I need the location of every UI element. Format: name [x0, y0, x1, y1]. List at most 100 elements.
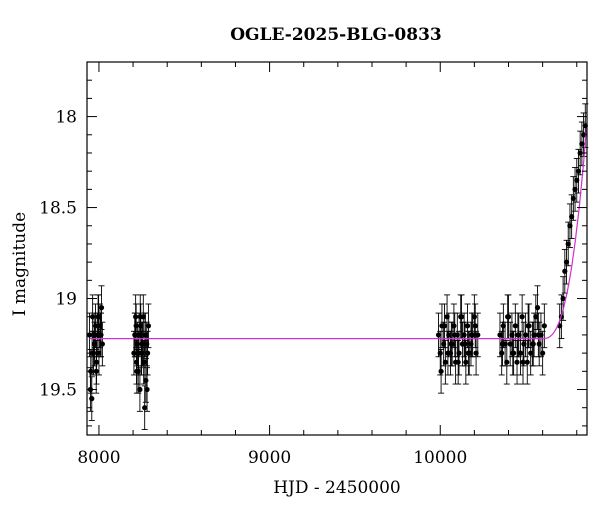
- data-point: [437, 350, 443, 356]
- data-point: [455, 359, 461, 365]
- data-point: [139, 341, 145, 347]
- data-point: [517, 350, 524, 356]
- data-points: [86, 123, 588, 411]
- data-point: [509, 332, 515, 338]
- data-point: [473, 350, 479, 356]
- x-tick-label: 9000: [248, 448, 291, 468]
- data-point: [507, 341, 513, 347]
- error-bars: [86, 103, 589, 430]
- data-point: [522, 332, 529, 338]
- data-point: [577, 150, 583, 156]
- data-point: [451, 323, 457, 329]
- data-point: [141, 359, 147, 365]
- data-point: [132, 332, 138, 338]
- data-point: [91, 341, 98, 347]
- data-point: [438, 368, 444, 374]
- data-point: [500, 323, 506, 329]
- y-tick-label: 19.5: [39, 381, 77, 401]
- data-point: [131, 350, 137, 356]
- data-point: [89, 396, 95, 402]
- data-point: [534, 305, 541, 311]
- model-curve: [89, 127, 588, 340]
- data-point: [138, 323, 144, 329]
- data-point: [98, 332, 104, 338]
- data-point: [560, 295, 566, 302]
- data-point: [520, 359, 526, 365]
- data-point: [515, 332, 521, 338]
- data-point: [569, 214, 575, 220]
- data-point: [89, 350, 95, 356]
- data-point: [96, 314, 102, 320]
- data-point: [464, 323, 471, 329]
- data-point: [138, 350, 144, 356]
- data-point: [133, 359, 140, 365]
- data-point: [465, 350, 471, 356]
- data-point: [458, 314, 465, 320]
- data-point: [472, 323, 478, 329]
- data-point: [504, 359, 510, 365]
- data-point: [575, 168, 582, 174]
- data-point: [463, 359, 469, 365]
- data-point: [570, 195, 576, 202]
- data-point: [505, 314, 511, 320]
- data-point: [91, 332, 97, 338]
- data-point: [145, 323, 152, 329]
- data-point: [521, 341, 527, 347]
- data-point: [541, 323, 547, 329]
- data-point: [562, 268, 568, 274]
- data-point: [448, 341, 454, 347]
- data-point: [134, 341, 140, 347]
- data-point: [579, 141, 585, 147]
- data-point: [142, 405, 148, 411]
- data-point: [444, 314, 450, 320]
- data-point: [525, 323, 531, 329]
- data-point: [435, 332, 442, 338]
- x-axis-label: HJD - 2450000: [273, 478, 401, 498]
- data-point: [144, 341, 150, 347]
- data-point: [512, 323, 518, 329]
- data-point: [137, 386, 143, 393]
- y-tick-label: 18.5: [39, 199, 77, 219]
- data-point: [510, 350, 516, 356]
- data-point: [461, 332, 467, 338]
- data-point: [92, 323, 99, 329]
- data-point: [572, 186, 578, 192]
- data-point: [475, 332, 481, 338]
- data-point: [531, 332, 537, 338]
- data-point: [93, 359, 100, 365]
- data-point: [144, 386, 150, 393]
- data-point: [497, 332, 503, 338]
- data-point: [93, 368, 99, 374]
- data-point: [567, 223, 573, 229]
- data-point: [452, 332, 458, 338]
- data-point: [445, 350, 451, 356]
- y-axis-label: I magnitude: [10, 212, 30, 316]
- data-point: [540, 350, 546, 356]
- x-tick-label: 8000: [77, 448, 120, 468]
- x-tick-label: 10000: [413, 448, 467, 468]
- data-point: [499, 341, 506, 347]
- data-point: [565, 241, 571, 247]
- data-point: [524, 359, 530, 365]
- data-point: [143, 377, 149, 384]
- data-point: [441, 341, 447, 347]
- data-point: [446, 332, 452, 338]
- plot-frame: [86, 61, 588, 436]
- data-point: [519, 314, 525, 320]
- data-point: [96, 350, 102, 356]
- data-point: [144, 350, 151, 356]
- data-point: [136, 332, 142, 338]
- data-point: [456, 350, 462, 356]
- chart-title: OGLE-2025-BLG-0833: [230, 25, 442, 45]
- data-point: [499, 350, 505, 356]
- data-point: [97, 323, 103, 329]
- data-point: [133, 323, 139, 329]
- data-point: [514, 359, 520, 365]
- data-point: [574, 177, 580, 183]
- data-point: [134, 368, 140, 374]
- y-tick-label: 18: [55, 108, 77, 128]
- axis-ticks: [87, 61, 587, 435]
- data-point: [468, 341, 474, 347]
- data-point: [462, 341, 468, 347]
